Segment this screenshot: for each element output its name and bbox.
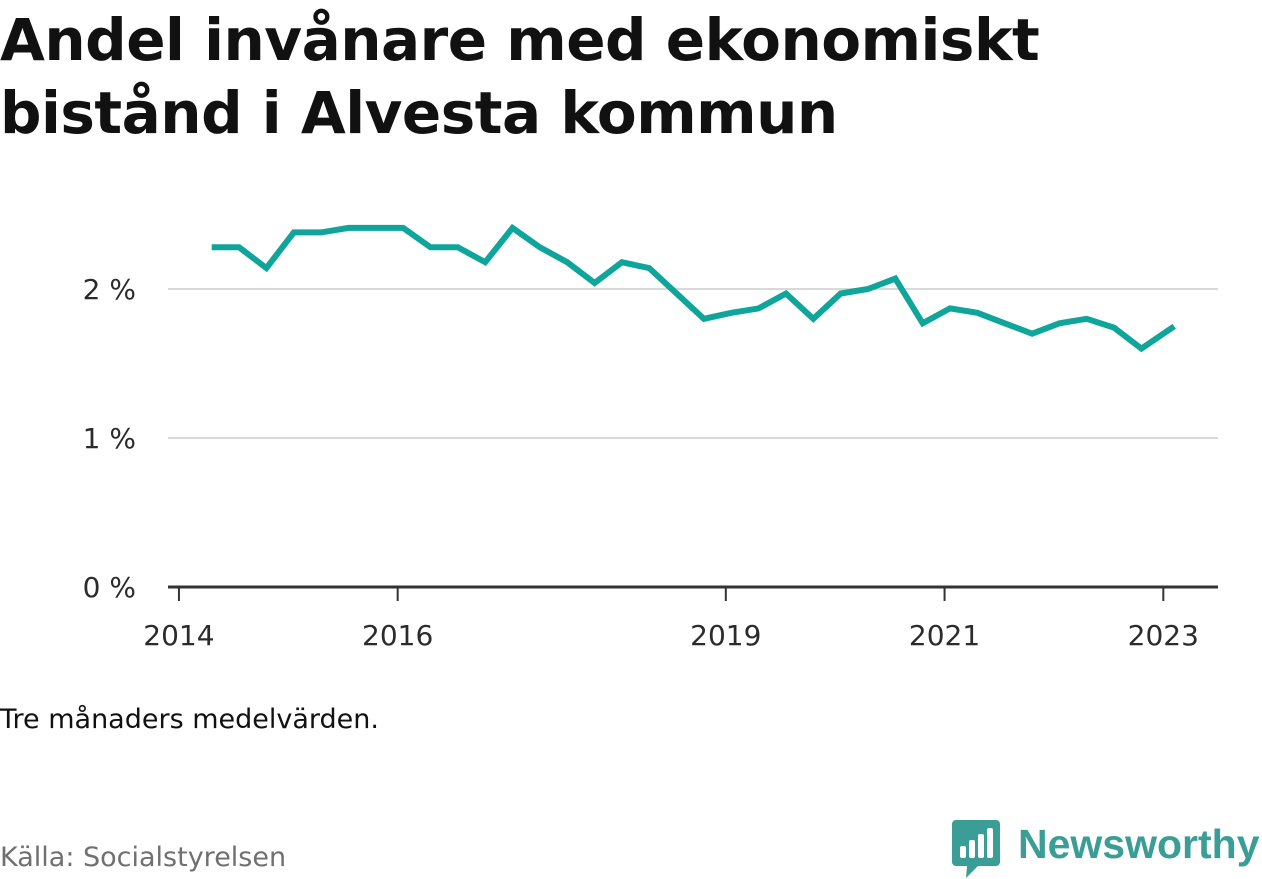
y-tick-label: 1 % (83, 422, 136, 455)
series-line (211, 223, 1176, 353)
x-tick-label: 2016 (362, 619, 433, 652)
x-tick-label: 2019 (690, 619, 761, 652)
chart-title-line-1: Andel invånare med ekonomiskt (0, 6, 1040, 74)
x-tick-label: 2014 (143, 619, 214, 652)
chart-title-line-2: bistånd i Alvesta kommun (0, 79, 838, 147)
y-tick-label: 2 % (83, 273, 136, 306)
x-tick-label: 2023 (1128, 619, 1199, 652)
brand-logo: Newsworthy (952, 820, 1260, 878)
bar-chart-speech-bubble-icon (952, 820, 1000, 878)
source-credit: Källa: Socialstyrelsen (0, 842, 287, 873)
brand-name: Newsworthy (1018, 821, 1260, 867)
line-chart: 0 % 1 % 2 % 2014 2016 2019 2021 2023 (83, 223, 1218, 652)
y-tick-label: 0 % (83, 571, 136, 604)
chart-title: Andel invånare med ekonomiskt bistånd i … (0, 4, 1240, 150)
x-tick-label: 2021 (909, 619, 980, 652)
chart-note: Tre månaders medelvärden. (0, 704, 379, 735)
